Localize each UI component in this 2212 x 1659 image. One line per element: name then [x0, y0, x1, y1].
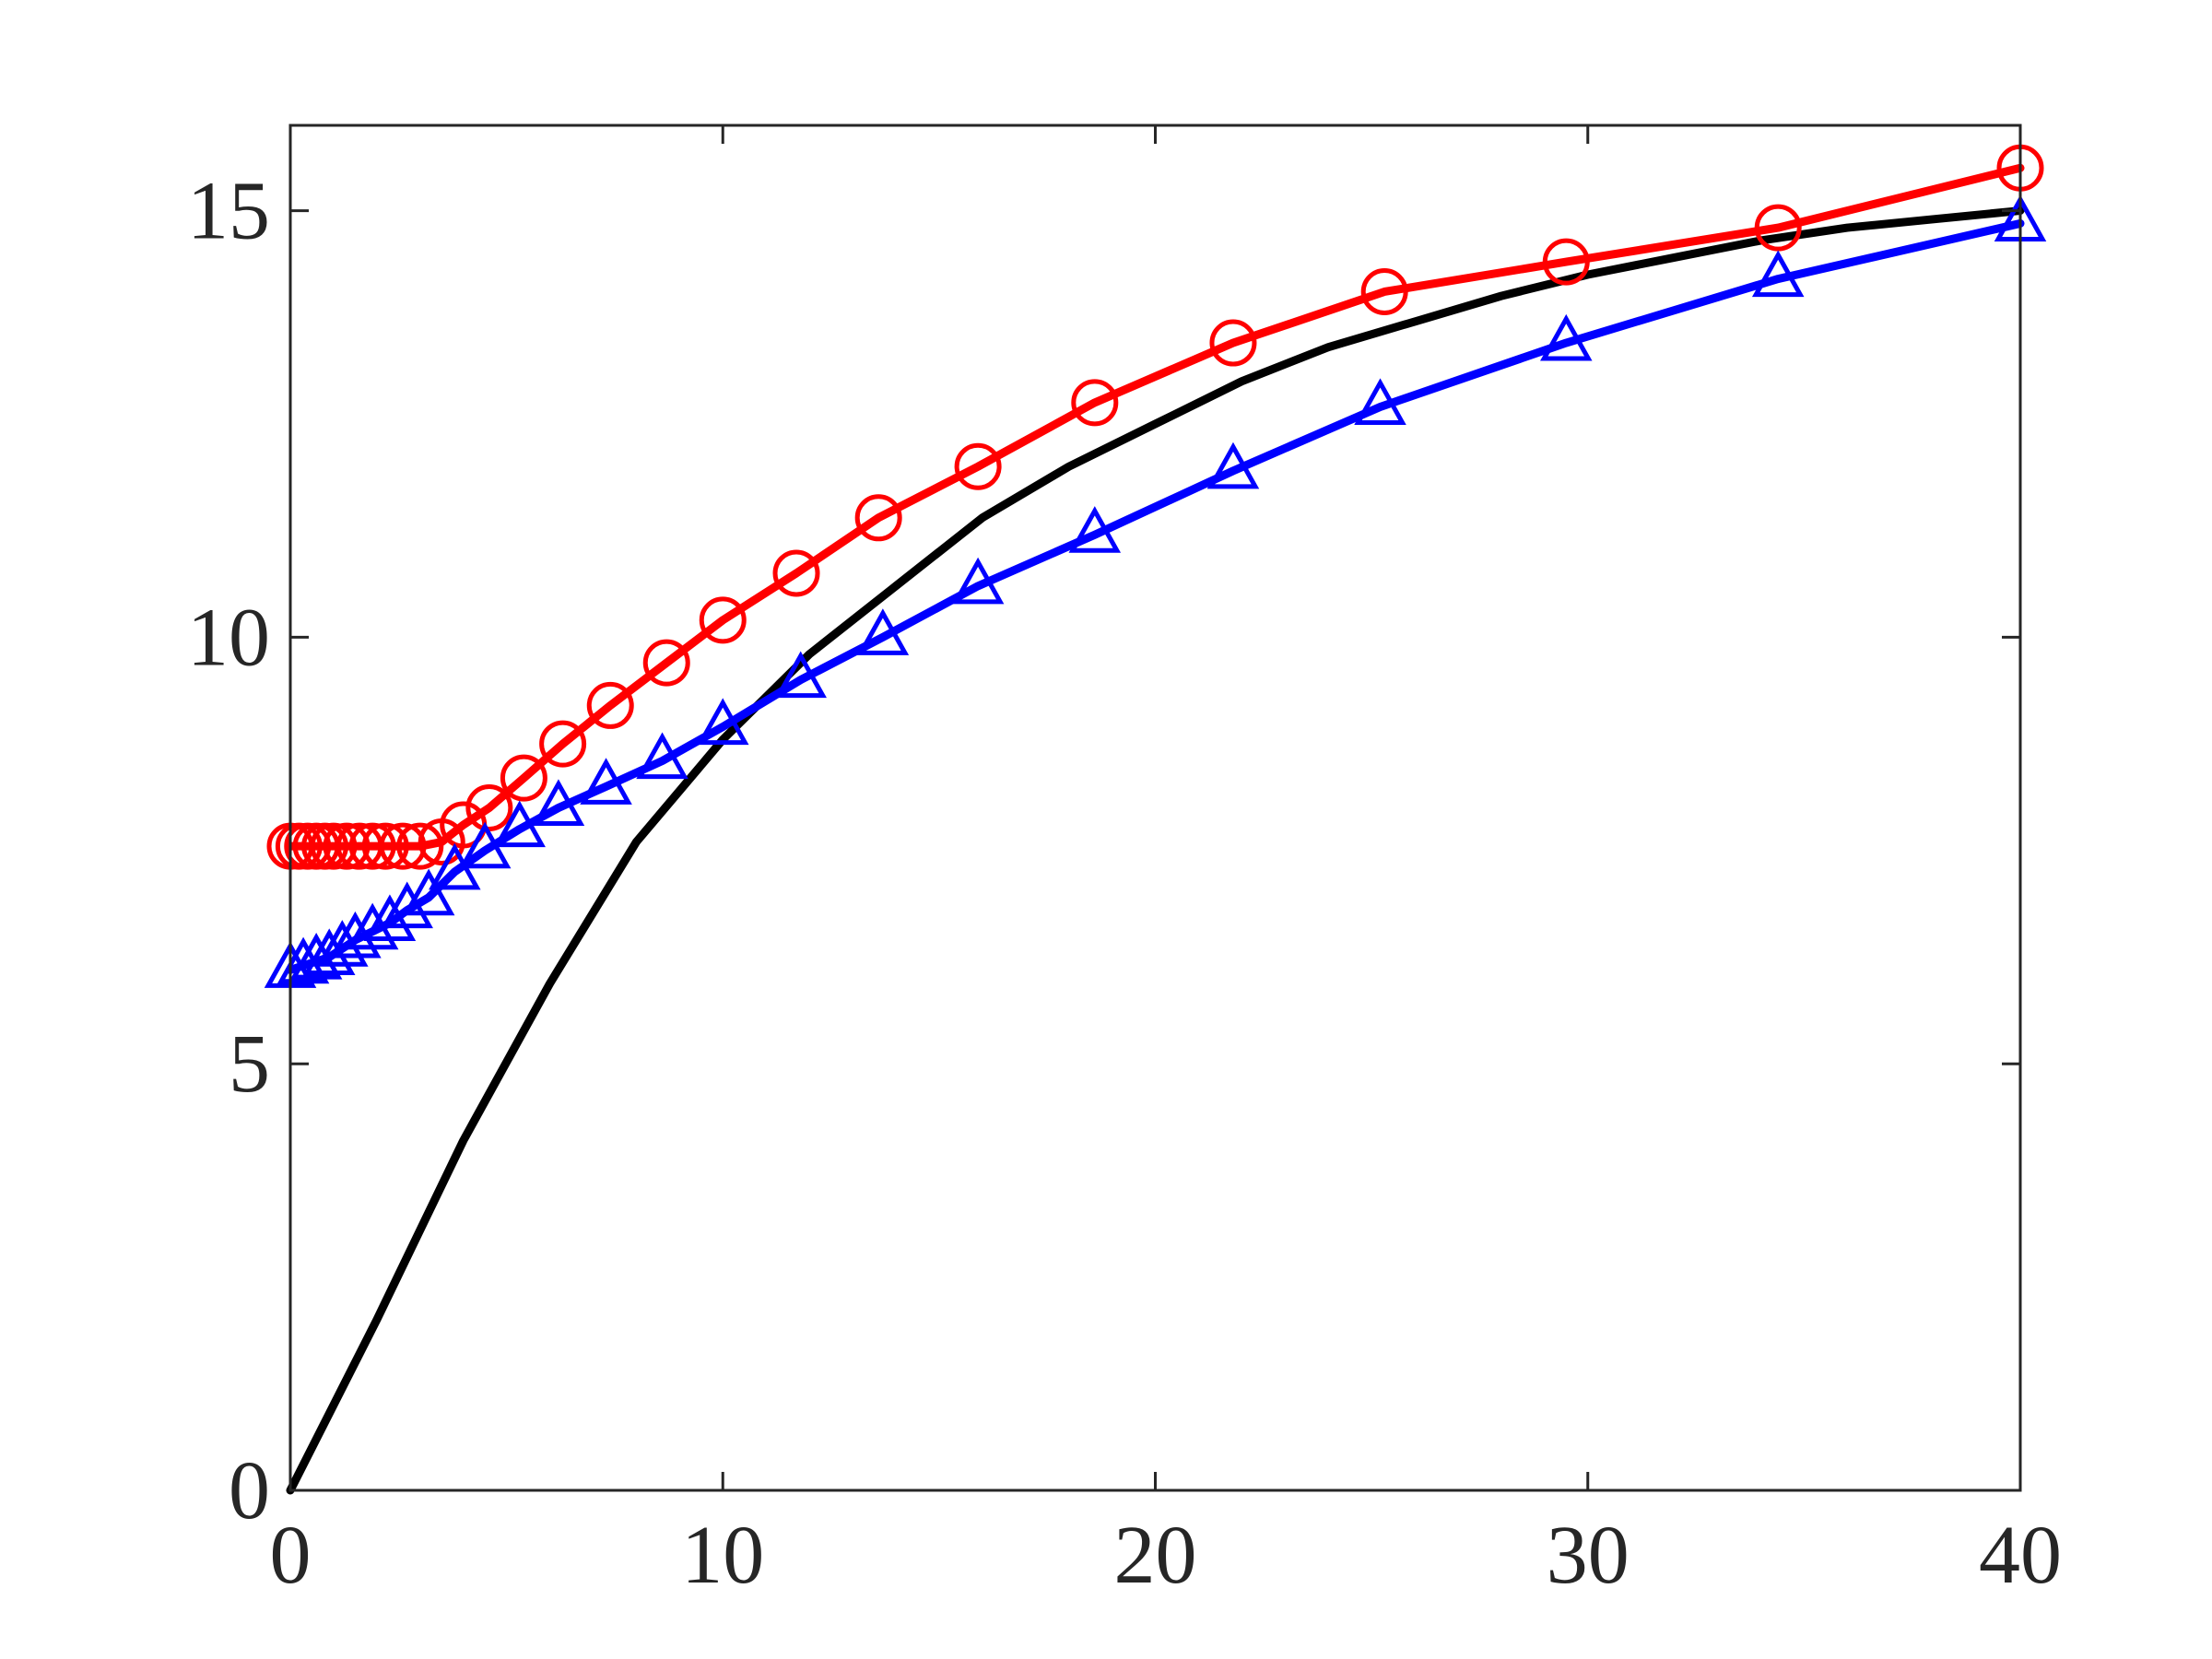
triangle-marker: [402, 868, 455, 916]
triangle-marker: [1540, 313, 1593, 361]
triangle-marker: [493, 800, 546, 848]
circle-marker: [361, 822, 409, 870]
circle-marker: [772, 549, 820, 597]
triangle-marker: [1751, 250, 1805, 298]
circle-marker: [1360, 267, 1408, 315]
circle-marker: [539, 720, 587, 768]
x-tick-label: 10: [681, 1510, 764, 1601]
y-tick-label: 5: [229, 1018, 270, 1110]
y-tick-label: 15: [187, 166, 270, 257]
circle-marker: [586, 681, 634, 729]
triangle-marker: [532, 779, 585, 826]
circle-marker: [379, 822, 427, 870]
circle-marker: [1209, 319, 1257, 367]
circle-marker: [396, 822, 444, 870]
triangle-marker: [580, 758, 632, 805]
circle-marker: [1754, 204, 1802, 252]
circle-marker: [699, 596, 747, 644]
triangle-marker: [1068, 506, 1122, 553]
circle-marker: [465, 784, 513, 831]
y-tick-label: 0: [229, 1445, 270, 1536]
circle-marker: [642, 639, 690, 687]
triangle-marker: [302, 928, 356, 975]
circle-marker: [310, 822, 358, 870]
triangle-marker: [289, 932, 343, 980]
triangle-marker: [856, 608, 910, 655]
circle-marker: [1542, 238, 1590, 286]
triangle-marker: [1354, 378, 1406, 425]
circle-marker: [348, 822, 396, 870]
triangle-marker: [636, 732, 688, 780]
triangle-marker: [696, 698, 749, 746]
triangle-marker: [381, 881, 433, 929]
plot-area: [290, 125, 2020, 1490]
circle-marker: [1071, 379, 1119, 427]
series-line: [286, 206, 2025, 1495]
y-tick-label: 10: [187, 592, 270, 683]
x-tick-label: 0: [270, 1510, 312, 1601]
x-tick-label: 40: [1979, 1510, 2062, 1601]
triangle-marker: [363, 894, 417, 941]
circle-marker: [854, 494, 902, 542]
circle-marker: [954, 442, 1002, 490]
triangle-marker: [951, 557, 1005, 605]
x-tick-label: 30: [1547, 1510, 1630, 1601]
axes: 0 10 20 30 40 0 5 10 15: [187, 125, 2062, 1601]
circle-marker: [500, 754, 547, 802]
x-tick-label: 20: [1114, 1510, 1197, 1601]
triangle-marker: [329, 911, 382, 959]
triangle-marker: [1206, 441, 1260, 489]
triangle-marker: [774, 651, 827, 699]
circle-marker: [323, 822, 371, 870]
